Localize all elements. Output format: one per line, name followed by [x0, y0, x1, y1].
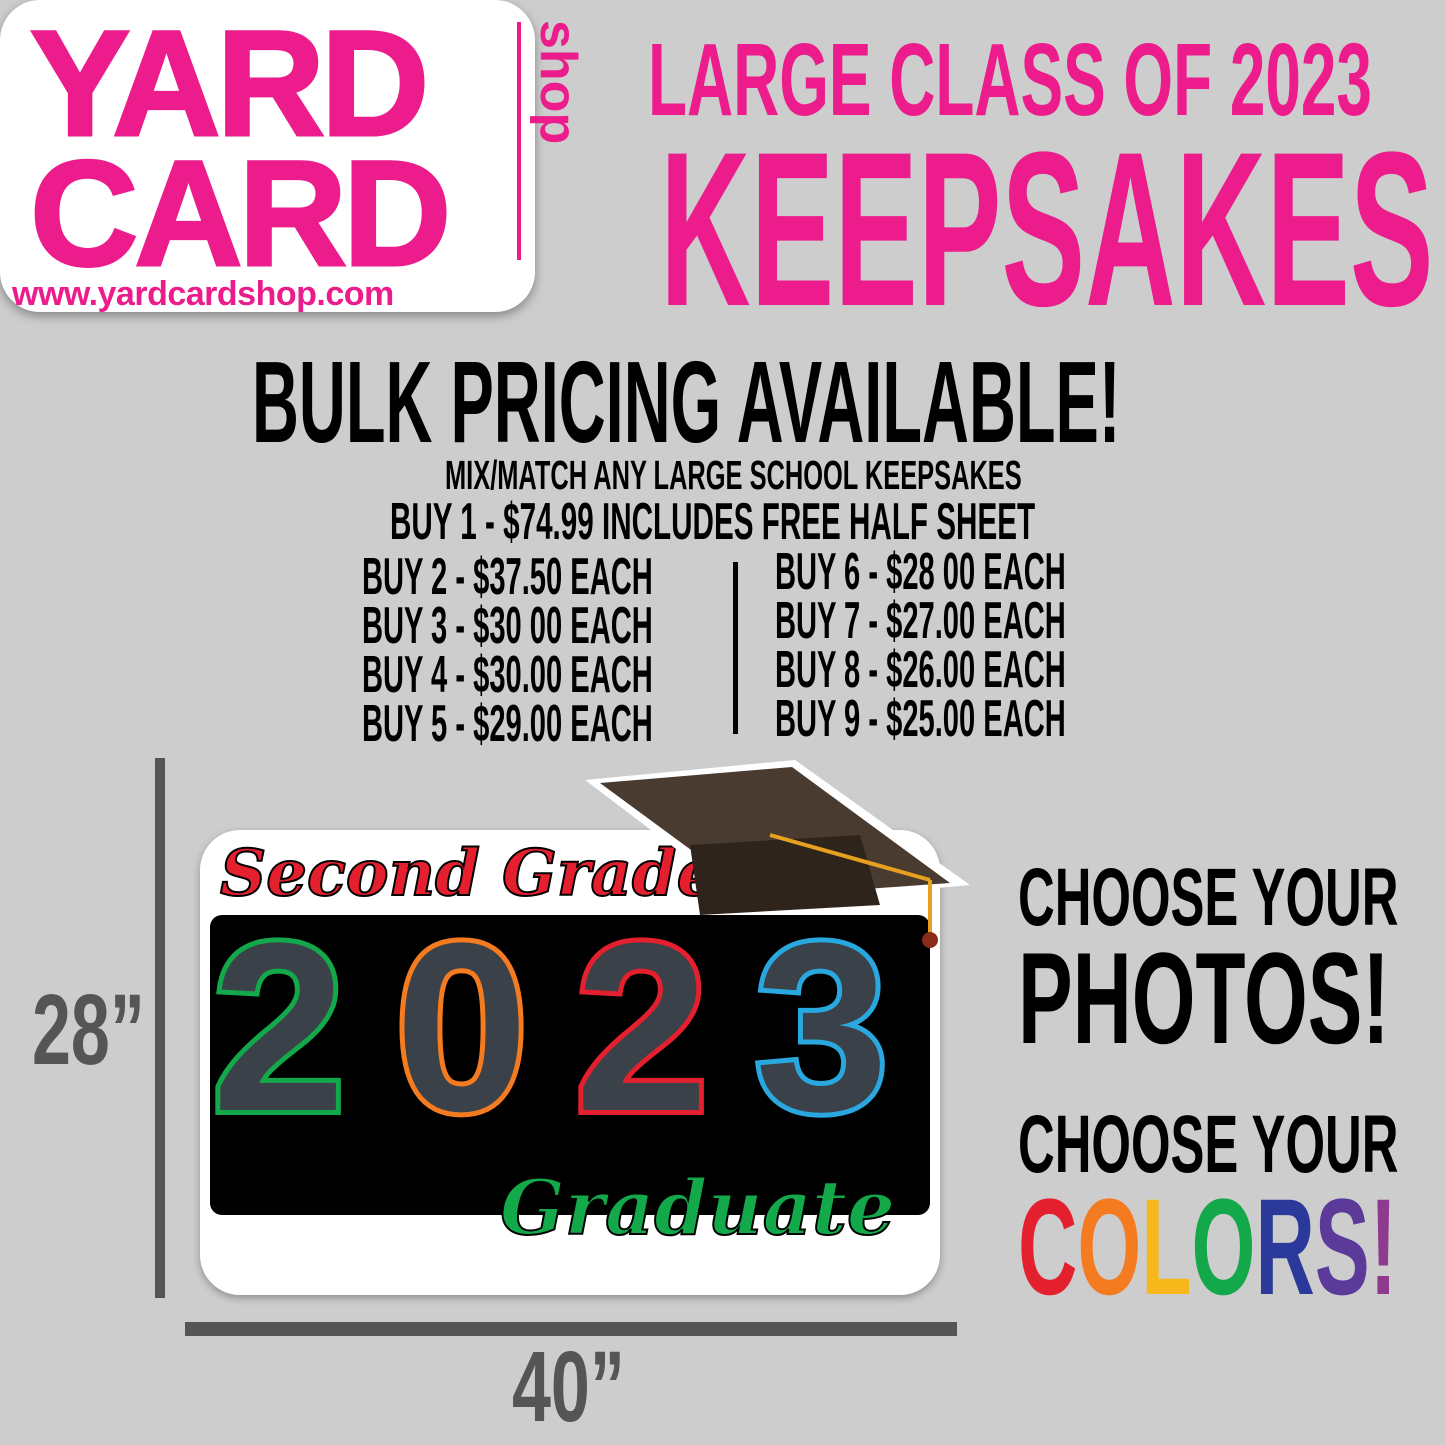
- width-ruler: [185, 1322, 957, 1336]
- pricing-single: BUY 1 - $74.99 INCLUDES FREE HALF SHEET: [390, 493, 1036, 551]
- header-title: KEEPSAKES: [660, 106, 1434, 352]
- colors-letter: O: [1191, 1171, 1256, 1324]
- yard-card-shop-logo[interactable]: YARD CARD shop www.yardcardshop.com: [0, 0, 587, 313]
- photo-panel: [210, 915, 930, 1215]
- height-ruler: [155, 758, 165, 1298]
- colors-letter: R: [1255, 1171, 1315, 1324]
- graduation-cap-icon: [585, 760, 970, 948]
- price-row: BUY 5 - $29.00 EACH: [362, 695, 653, 753]
- pricing-right-column: BUY 6 - $28 00 EACH BUY 7 - $27.00 EACH …: [775, 543, 1135, 748]
- logo-shop-text: shop: [529, 20, 587, 145]
- callout-photos: PHOTOS!: [1018, 925, 1390, 1071]
- script-graduate: Graduate: [499, 1163, 896, 1252]
- price-row: BUY 9 - $25.00 EACH: [775, 690, 1066, 748]
- callout-colors: COLORS!: [1018, 1179, 1397, 1316]
- pricing-divider: [733, 562, 738, 734]
- logo-url[interactable]: www.yardcardshop.com: [12, 275, 394, 313]
- logo-card: CARD: [28, 129, 452, 297]
- callout-choose-colors-1: CHOOSE YOUR: [1018, 1099, 1399, 1190]
- height-label: 28”: [32, 974, 145, 1086]
- pricing-left-column: BUY 2 - $37.50 EACH BUY 3 - $30 00 EACH …: [362, 548, 722, 753]
- price-row: BUY 7 - $27.00 EACH: [775, 592, 1066, 650]
- pricing-note: MIX/MATCH ANY LARGE SCHOOL KEEPSAKES: [445, 452, 1022, 498]
- colors-letter: O: [1077, 1171, 1142, 1324]
- year-digit: 0: [390, 893, 534, 1161]
- logo-shop: shop: [529, 20, 587, 155]
- header-subtitle: LARGE CLASS OF 2023: [648, 22, 1372, 137]
- price-row: BUY 2 - $37.50 EACH: [362, 548, 653, 606]
- price-row: BUY 3 - $30 00 EACH: [362, 597, 653, 655]
- price-row: BUY 6 - $28 00 EACH: [775, 543, 1066, 601]
- script-second-grade: Second Grade: [219, 836, 718, 911]
- colors-letter: S: [1314, 1171, 1370, 1324]
- year-digit: 2: [570, 893, 714, 1161]
- price-row: BUY 4 - $30.00 EACH: [362, 646, 653, 704]
- callout-choose-photos-1: CHOOSE YOUR: [1018, 852, 1399, 943]
- price-row: BUY 8 - $26.00 EACH: [775, 641, 1066, 699]
- logo-divider: [517, 22, 521, 260]
- year-digit: 3: [750, 893, 894, 1161]
- colors-letter: L: [1141, 1171, 1192, 1324]
- colors-letter: !: [1369, 1171, 1398, 1324]
- logo-yard: YARD: [28, 0, 430, 167]
- year-digit: 2: [207, 893, 351, 1161]
- bulk-pricing-headline: BULK PRICING AVAILABLE!: [252, 337, 1121, 467]
- width-label: 40”: [512, 1331, 625, 1443]
- colors-letter: C: [1018, 1171, 1078, 1324]
